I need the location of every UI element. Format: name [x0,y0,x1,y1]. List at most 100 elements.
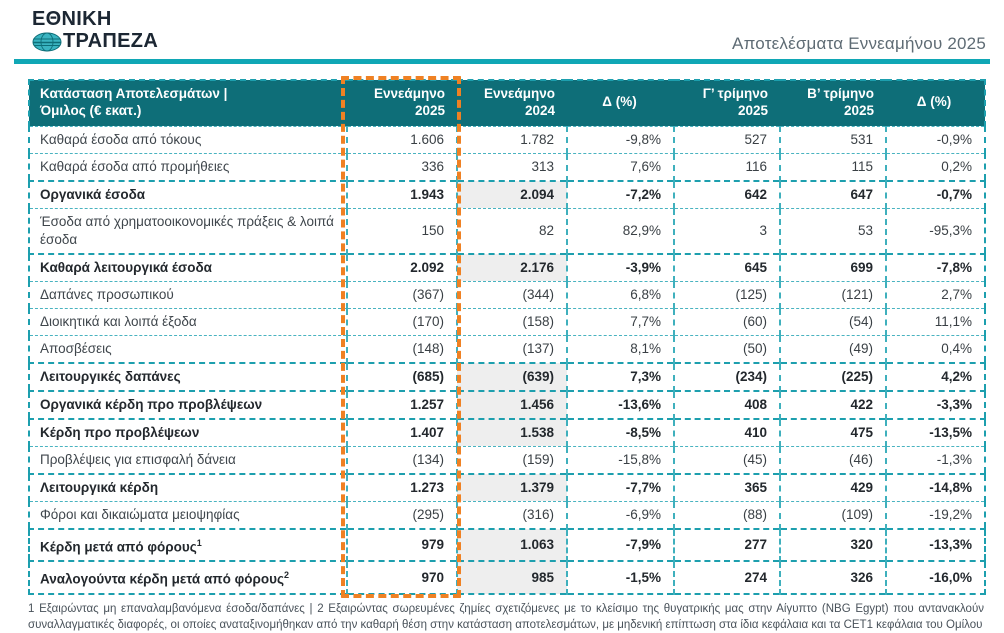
cell-value: 150 [346,207,457,254]
cell-value: 53 [779,207,886,254]
row-label: Καθαρά έσοδα από προμήθειες [29,152,347,181]
table-row: Δαπάνες προσωπικού (367) (344) 6,8% (125) (12… [29,280,985,309]
cell-value: 642 [673,179,780,209]
cell-value: 1.407 [346,417,457,447]
table-row: Διοικητικά και λοιπά έξοδα (170) (158) 7,7%… [29,307,985,336]
table-row: Οργανικά έσοδα 1.943 2.094 -7,2% 642 647 -0,7% [29,179,985,209]
cell-value: 277 [673,527,780,562]
cell-value: (234) [673,361,780,391]
cell-value: 7,7% [566,307,674,336]
cell-value: -95,3% [885,207,985,254]
results-table-wrap: Κατάσταση Αποτελεσμάτων | Όμιλος (€ εκατ… [28,76,986,598]
results-table: Κατάσταση Αποτελεσμάτων | Όμιλος (€ εκατ… [28,79,986,595]
cell-value: -14,8% [885,472,985,502]
cell-value: 274 [673,560,780,594]
cell-value: (121) [779,280,886,309]
cell-value: (159) [456,445,567,474]
cell-value: 7,3% [566,361,674,391]
row-label: Κέρδη μετά από φόρους1 [29,527,347,562]
header-row: Κατάσταση Αποτελεσμάτων | Όμιλος (€ εκατ… [29,80,985,127]
cell-value: -16,0% [885,560,985,594]
row-label: Καθαρά λειτουργικά έσοδα [29,252,347,282]
cell-value: 336 [346,152,457,181]
cell-value: (46) [779,445,886,474]
table-row: Λειτουργικά κέρδη 1.273 1.379 -7,7% 365 429 -1… [29,472,985,502]
row-label: Κέρδη προ προβλέψεων [29,417,347,447]
table-row: Προβλέψεις για επισφαλή δάνεια (134) (159)… [29,445,985,474]
cell-value: 1.257 [346,389,457,419]
coin-icon [32,32,62,52]
row-label: Αναλογούντα κέρδη μετά από φόρους2 [29,560,347,594]
cell-value: 82,9% [566,207,674,254]
cell-value: 475 [779,417,886,447]
cell-value: (170) [346,307,457,336]
cell-value: 0,2% [885,152,985,181]
cell-value: -7,7% [566,472,674,502]
top-bar: ΕΘΝΙΚΗ ΤΡΑΠΕΖΑ Αποτελέσματα Εννεαμήνου 2… [0,0,1004,56]
cell-value: (109) [779,500,886,529]
brand-logo: ΕΘΝΙΚΗ ΤΡΑΠΕΖΑ [32,9,988,52]
column-header-9m-2024: Εννεάμηνο 2024 [457,80,567,127]
cell-value: 970 [346,560,457,594]
cell-value: -13,3% [885,527,985,562]
cell-value: -13,5% [885,417,985,447]
footnote-marker: 1 [196,537,202,548]
cell-value: (45) [673,445,780,474]
table-row: Καθαρά έσοδα από προμήθειες 336 313 7,6% 116… [29,152,985,181]
cell-value: 11,1% [885,307,985,336]
column-header-income-statement: Κατάσταση Αποτελεσμάτων | Όμιλος (€ εκατ… [29,80,347,127]
cell-value: 1.379 [456,472,567,502]
cell-value: 8,1% [566,334,674,363]
table-body: Καθαρά έσοδα από τόκους 1.606 1.782 -9,8% 52… [29,125,985,594]
cell-value: 1.606 [346,125,457,154]
table-row: Καθαρά έσοδα από τόκους 1.606 1.782 -9,8% 52… [29,125,985,154]
table-row: Αναλογούντα κέρδη μετά από φόρους2 970 985… [29,560,985,594]
cell-value: -7,8% [885,252,985,282]
cell-value: 1.782 [456,125,567,154]
cell-value: 410 [673,417,780,447]
cell-value: 0,4% [885,334,985,363]
cell-value: -1,5% [566,560,674,594]
brand-line1: ΕΘΝΙΚΗ [32,8,112,30]
cell-value: -0,9% [885,125,985,154]
cell-value: (60) [673,307,780,336]
cell-value: (148) [346,334,457,363]
cell-value: -8,5% [566,417,674,447]
cell-value: 2.092 [346,252,457,282]
cell-value: 1.538 [456,417,567,447]
cell-value: (50) [673,334,780,363]
cell-value: (125) [673,280,780,309]
table-row: Λειτουργικές δαπάνες (685) (639) 7,3% (234)(… [29,361,985,391]
cell-value: (158) [456,307,567,336]
cell-value: 365 [673,472,780,502]
cell-value: 531 [779,125,886,154]
table-row: Έσοδα από χρηματοοικονομικές πράξεις & λ… [29,207,985,254]
cell-value: 1.273 [346,472,457,502]
column-header-9m-2025: Εννεάμηνο 2025 [347,80,457,127]
cell-value: -15,8% [566,445,674,474]
row-label: Προβλέψεις για επισφαλή δάνεια [29,445,347,474]
brand-line2: ΤΡΑΠΕΖΑ [63,30,159,53]
header-rule [14,59,990,64]
cell-value: 647 [779,179,886,209]
cell-value: 2.176 [456,252,567,282]
cell-value: (344) [456,280,567,309]
cell-value: 7,6% [566,152,674,181]
cell-value: -3,9% [566,252,674,282]
cell-value: (137) [456,334,567,363]
table-row: Φόροι και δικαιώματα μειοψηφίας (295) (316… [29,500,985,529]
row-label: Λειτουργικά κέρδη [29,472,347,502]
row-label: Αποσβέσεις [29,334,347,363]
cell-value: 6,8% [566,280,674,309]
cell-value: 1.943 [346,179,457,209]
cell-value: 527 [673,125,780,154]
table-row: Κέρδη προ προβλέψεων 1.407 1.538 -8,5% 410 47… [29,417,985,447]
row-label: Λειτουργικές δαπάνες [29,361,347,391]
cell-value: -7,2% [566,179,674,209]
cell-value: 985 [456,560,567,594]
table-row: Καθαρά λειτουργικά έσοδα 2.092 2.176 -3,9% 6… [29,252,985,282]
cell-value: (316) [456,500,567,529]
cell-value: 320 [779,527,886,562]
cell-value: (685) [346,361,457,391]
cell-value: -1,3% [885,445,985,474]
